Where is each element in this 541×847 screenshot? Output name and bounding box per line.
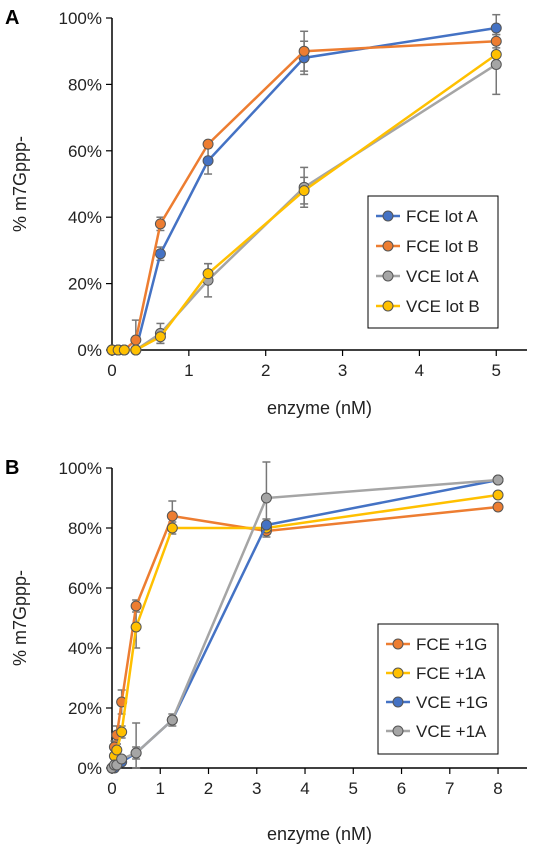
data-point: [490, 22, 502, 34]
legend-label: FCE lot B: [406, 237, 479, 256]
data-point: [166, 522, 178, 534]
y-tick-label: 80%: [68, 75, 102, 94]
data-point: [492, 474, 504, 486]
legend-label: FCE +1G: [416, 635, 487, 654]
y-tick-label: 20%: [68, 699, 102, 718]
data-point: [130, 747, 142, 759]
data-point: [490, 58, 502, 70]
x-tick-label: 4: [300, 779, 309, 798]
data-point: [490, 35, 502, 47]
x-tick-label: 2: [204, 779, 213, 798]
data-point: [298, 45, 310, 57]
x-tick-label: 3: [338, 361, 347, 380]
legend-swatch-marker: [382, 270, 394, 282]
y-tick-label: 40%: [68, 639, 102, 658]
data-point: [111, 744, 123, 756]
data-point: [202, 155, 214, 167]
y-tick-label: 60%: [68, 579, 102, 598]
panel-a: A 0% 20% 40% 60% 80% 100% 0 1 2 3 4 5 enzyme (nM) % m7…: [5, 7, 527, 418]
x-tick-label: 1: [184, 361, 193, 380]
legend-swatch-marker: [382, 210, 394, 222]
panel-label: A: [5, 7, 19, 29]
y-tick-label: 100%: [59, 9, 102, 28]
data-point: [130, 600, 142, 612]
y-tick-label: 40%: [68, 208, 102, 227]
data-point: [202, 138, 214, 150]
x-tick-label: 2: [261, 361, 270, 380]
x-axis-title: enzyme (nM): [267, 824, 372, 844]
x-tick-label: 6: [397, 779, 406, 798]
x-tick-label: 5: [349, 779, 358, 798]
x-tick-label: 3: [252, 779, 261, 798]
data-point: [118, 344, 130, 356]
data-point: [154, 331, 166, 343]
y-tick-label: 60%: [68, 142, 102, 161]
series-vce-1a: [106, 474, 504, 774]
x-tick-label: 7: [445, 779, 454, 798]
y-tick-label: 80%: [68, 519, 102, 538]
x-tick-label: 8: [493, 779, 502, 798]
data-point: [260, 519, 272, 531]
data-point: [492, 489, 504, 501]
legend-swatch-marker: [392, 667, 404, 679]
y-tick-label: 0%: [77, 341, 102, 360]
legend-swatch-marker: [392, 725, 404, 737]
legend-label: FCE lot A: [406, 207, 478, 226]
data-point: [298, 185, 310, 197]
legend-label: VCE lot A: [406, 267, 479, 286]
x-tick-label: 0: [107, 779, 116, 798]
y-tick-label: 0%: [77, 759, 102, 778]
legend: FCE +1G FCE +1A VCE +1G VCE +1A: [377, 623, 499, 755]
panel-b: B 0% 20% 40% 60% 80% 100% 0 1 2 3 4 5 6 7 8 enzyme (nM)%…: [5, 457, 527, 844]
x-tick-label: 1: [156, 779, 165, 798]
panel-label: B: [5, 457, 19, 479]
data-point: [116, 753, 128, 765]
x-tick-label: 0: [107, 361, 116, 380]
data-point: [130, 621, 142, 633]
data-point: [166, 510, 178, 522]
legend-swatch-marker: [392, 696, 404, 708]
legend-swatch-marker: [382, 240, 394, 252]
data-point: [166, 714, 178, 726]
legend-label: FCE +1A: [416, 664, 486, 683]
legend: FCE lot A FCE lot B VCE lot A VCE lot B: [367, 195, 499, 329]
data-point: [202, 268, 214, 280]
y-axis-title: % m7Gppp-: [10, 136, 30, 232]
legend-label: VCE lot B: [406, 297, 480, 316]
data-point: [154, 248, 166, 260]
legend-label: VCE +1G: [416, 693, 488, 712]
y-axis-title: % m7Gppp-: [10, 570, 30, 666]
y-tick-label: 20%: [68, 275, 102, 294]
data-point: [116, 726, 128, 738]
x-tick-label: 5: [492, 361, 501, 380]
x-tick-label: 4: [415, 361, 424, 380]
legend-label: VCE +1A: [416, 722, 487, 741]
data-point: [130, 344, 142, 356]
data-point: [130, 334, 142, 346]
data-point: [492, 501, 504, 513]
data-point: [490, 49, 502, 61]
y-tick-label: 100%: [59, 459, 102, 478]
series-vce-lot-b: [106, 49, 502, 356]
data-point: [260, 492, 272, 504]
x-axis-title: enzyme (nM): [267, 398, 372, 418]
data-point: [154, 218, 166, 230]
legend-swatch-marker: [392, 638, 404, 650]
legend-swatch-marker: [382, 300, 394, 312]
